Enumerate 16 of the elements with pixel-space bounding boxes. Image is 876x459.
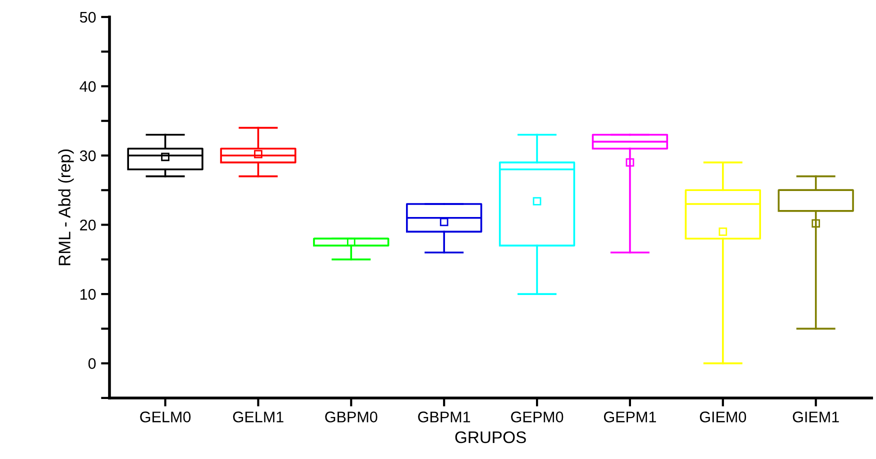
y-axis-title: RML - Abd (rep)	[58, 150, 74, 266]
y-tick-label: 30	[80, 150, 96, 162]
y-tick-label: 0	[88, 358, 96, 370]
x-tick-label: GBPM1	[418, 412, 470, 422]
x-tick-label: GEPM1	[604, 412, 656, 422]
x-tick-label: GELM1	[233, 412, 284, 422]
x-tick-label: GELM0	[140, 412, 191, 422]
x-tick-label: GBPM0	[325, 412, 378, 422]
x-axis-title: GRUPOS	[455, 431, 526, 444]
x-tick-label: GEPM0	[511, 412, 564, 422]
x-tick-label: GIEM0	[700, 412, 746, 422]
x-tick-label: GIEM1	[792, 412, 839, 422]
y-tick-label: 50	[80, 12, 96, 23]
y-tick-label: 10	[80, 288, 96, 300]
y-tick-label: 40	[80, 81, 96, 92]
y-tick-label: 20	[80, 220, 96, 230]
